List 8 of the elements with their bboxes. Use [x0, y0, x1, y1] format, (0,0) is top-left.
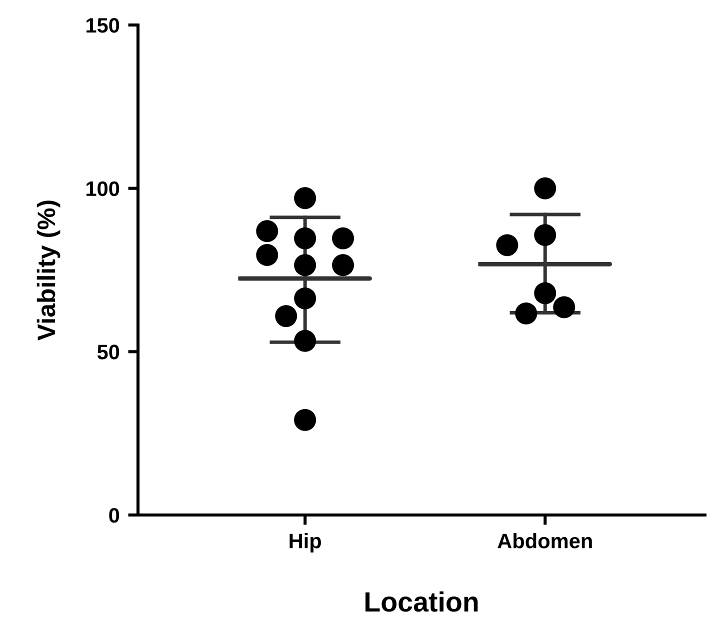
x-axis-title: Location — [365, 591, 478, 612]
x-tick-label: Hip — [290, 533, 321, 552]
x-tick-label: Abdomen — [498, 533, 592, 548]
y-tick-label: 50 — [97, 344, 120, 360]
y-axis-title: Viability (%) — [36, 200, 60, 340]
y-tick-label: 150 — [86, 18, 120, 33]
y-tick-label: 0 — [109, 508, 120, 523]
y-tick-label: 100 — [86, 181, 120, 196]
